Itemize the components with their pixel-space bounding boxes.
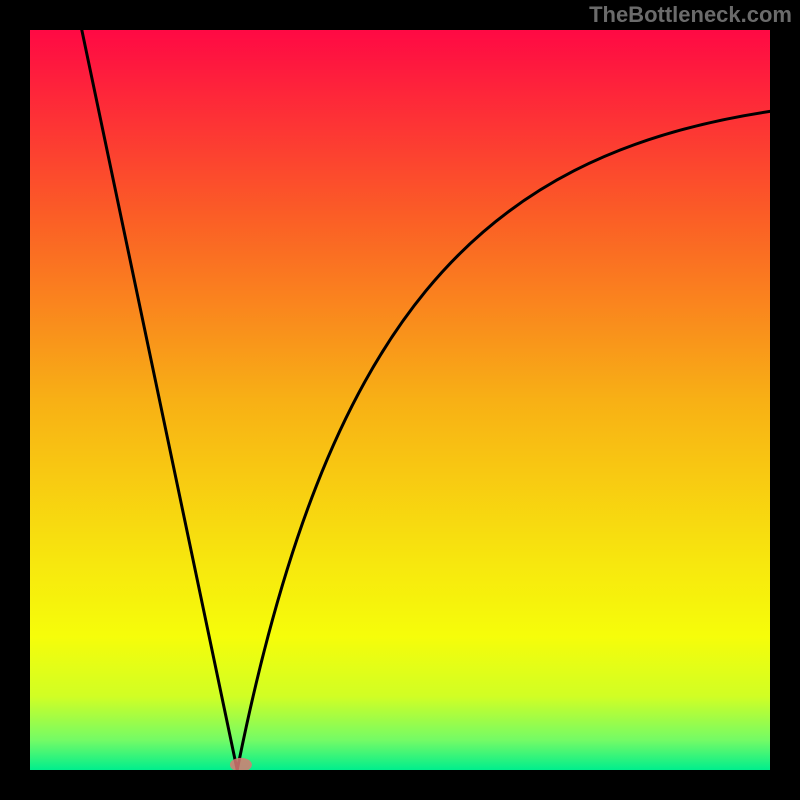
watermark-text: TheBottleneck.com bbox=[589, 2, 792, 28]
plot-area bbox=[30, 30, 770, 770]
gradient-background bbox=[30, 30, 770, 770]
chart-frame: TheBottleneck.com bbox=[0, 0, 800, 800]
